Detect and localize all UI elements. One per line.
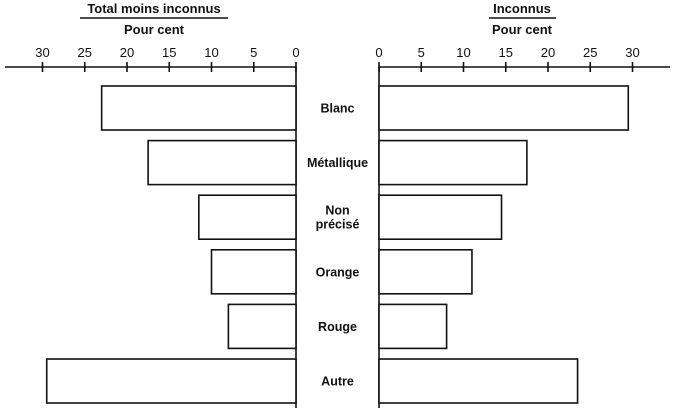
- right-tick-label: 10: [456, 45, 470, 60]
- left-bar: [45, 358, 297, 404]
- category-label-line: Non: [325, 204, 349, 218]
- category-label: Blanc: [320, 102, 354, 116]
- category-label-line: Autre: [321, 375, 354, 389]
- left-panel: Total moins inconnus Pour cent 30 25 20 15 1…: [5, 1, 300, 408]
- left-tick-label: 25: [78, 45, 92, 60]
- category-label: Non précisé: [316, 204, 360, 232]
- right-tick-label: 5: [418, 45, 425, 60]
- category-label: Métallique: [307, 156, 368, 170]
- left-bar: [210, 249, 297, 295]
- right-bar: [378, 303, 448, 350]
- right-tick-label: 30: [625, 45, 639, 60]
- left-tick-label: 20: [120, 45, 134, 60]
- left-subtitle: Pour cent: [124, 22, 185, 37]
- left-tick-label: 10: [204, 45, 218, 60]
- right-bar: [378, 139, 528, 186]
- right-tick-label: 15: [499, 45, 513, 60]
- category-labels: Blanc Métallique Non précisé Orange Rouge Autr…: [307, 102, 368, 389]
- right-bar: [378, 85, 630, 131]
- right-panel: Inconnus Pour cent 0 5 10 15 20 25 30: [375, 1, 670, 408]
- category-label-line: précisé: [316, 218, 360, 232]
- category-label: Orange: [316, 265, 360, 279]
- category-label-line: Rouge: [318, 320, 357, 334]
- left-ticks: 30 25 20 15 10 5 0: [35, 45, 300, 72]
- category-label-line: Orange: [316, 265, 360, 279]
- category-label-line: Blanc: [320, 102, 354, 116]
- left-bars: [45, 85, 297, 404]
- right-bars: [378, 85, 630, 404]
- left-bar: [198, 194, 297, 240]
- left-bar: [227, 303, 297, 350]
- right-bar: [378, 194, 503, 240]
- category-label: Rouge: [318, 320, 357, 334]
- left-bar: [147, 139, 297, 186]
- left-tick-label: 0: [292, 45, 299, 60]
- right-bar: [378, 358, 579, 404]
- left-tick-label: 5: [250, 45, 257, 60]
- left-tick-label: 30: [35, 45, 49, 60]
- right-tick-label: 0: [375, 45, 382, 60]
- right-ticks: 0 5 10 15 20 25 30: [375, 45, 640, 72]
- right-tick-label: 20: [541, 45, 555, 60]
- left-tick-label: 15: [162, 45, 176, 60]
- category-label-line: Métallique: [307, 156, 368, 170]
- right-title: Inconnus: [493, 1, 551, 16]
- right-bar: [378, 249, 473, 295]
- right-subtitle: Pour cent: [492, 22, 553, 37]
- left-title: Total moins inconnus: [87, 1, 220, 16]
- right-tick-label: 25: [583, 45, 597, 60]
- category-label: Autre: [321, 375, 354, 389]
- left-bar: [100, 85, 297, 131]
